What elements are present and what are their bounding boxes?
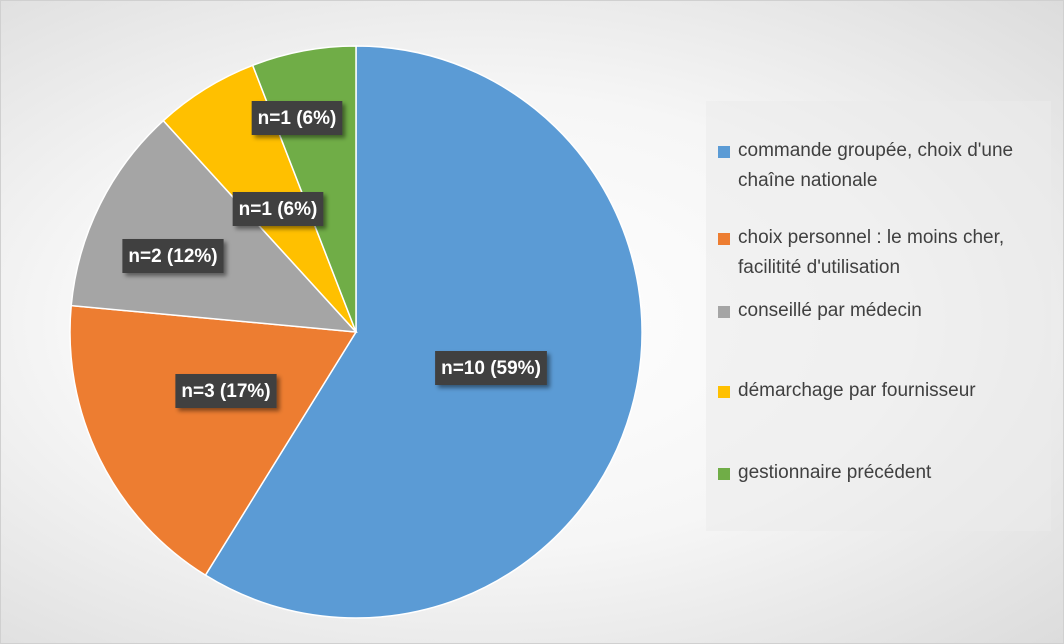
pie-slice <box>70 119 358 333</box>
legend-swatch <box>718 306 730 318</box>
legend-label: commande groupée, choix d'une chaîne nat… <box>738 140 1014 191</box>
label-box <box>122 239 224 273</box>
data-label: n=3 (17%) <box>175 374 277 408</box>
label-text: n=10 (59%) <box>441 358 541 379</box>
pie-slice <box>69 304 358 577</box>
data-label: n=2 (12%) <box>122 239 224 273</box>
legend: commande groupée, choix d'une chaîne nat… <box>706 101 1051 531</box>
legend-item: choix personnel : le moins cher, facilit… <box>718 223 1064 283</box>
legend-item: gestionnaire précédent <box>718 458 1064 488</box>
label-text: n=1 (6%) <box>239 199 318 220</box>
legend-swatch <box>718 468 730 480</box>
data-label: n=10 (59%) <box>435 351 547 385</box>
label-box <box>175 374 277 408</box>
legend-label: conseillé par médecin <box>738 300 922 321</box>
legend-item: commande groupée, choix d'une chaîne nat… <box>718 136 1064 196</box>
legend-label: gestionnaire précédent <box>738 462 932 483</box>
legend-swatch <box>718 233 730 245</box>
pie-slice <box>204 45 643 619</box>
label-text: n=2 (12%) <box>128 246 217 267</box>
legend-label: choix personnel : le moins cher, facilit… <box>738 227 1005 278</box>
data-label: n=1 (6%) <box>232 192 324 226</box>
legend-swatch <box>718 146 730 158</box>
label-text: n=3 (17%) <box>181 381 270 402</box>
legend-label: démarchage par fournisseur <box>738 380 976 401</box>
legend-item: conseillé par médecin <box>718 296 1064 326</box>
data-label: n=1 (6%) <box>251 101 343 135</box>
label-box <box>251 101 343 135</box>
label-box <box>232 192 324 226</box>
legend-swatch <box>718 386 730 398</box>
label-box <box>435 351 547 385</box>
label-text: n=1 (6%) <box>258 108 337 129</box>
legend-item: démarchage par fournisseur <box>718 376 1064 406</box>
